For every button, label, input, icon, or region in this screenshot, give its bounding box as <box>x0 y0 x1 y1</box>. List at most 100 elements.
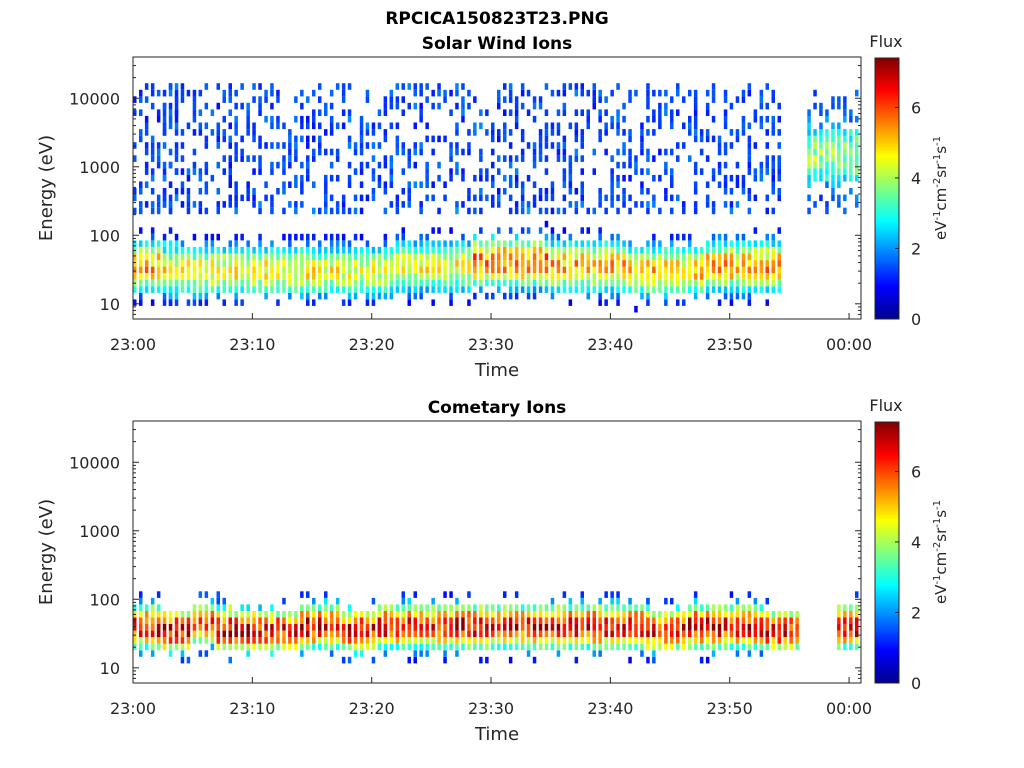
heatmap-cell <box>401 109 405 116</box>
heatmap-cell <box>789 611 793 618</box>
heatmap-cell <box>377 174 382 182</box>
heatmap-cell <box>837 161 841 169</box>
heatmap-cell <box>198 286 203 293</box>
heatmap-cell <box>514 201 519 208</box>
heatmap-cell <box>479 624 483 631</box>
heatmap-cell <box>413 292 417 300</box>
heatmap-cell <box>544 142 549 149</box>
heatmap-cell <box>264 253 268 261</box>
heatmap-cell <box>705 292 710 300</box>
heatmap-cell <box>449 591 453 598</box>
heatmap-cell <box>622 604 626 611</box>
heatmap-cell <box>729 246 734 254</box>
heatmap-cell <box>407 637 411 644</box>
heatmap-cell <box>568 260 573 267</box>
heatmap-cell <box>324 643 328 651</box>
heatmap-cell <box>324 292 328 300</box>
heatmap-cell <box>676 260 680 267</box>
heatmap-cell <box>198 201 203 208</box>
heatmap-cell <box>693 266 698 274</box>
heatmap-cell <box>658 643 662 651</box>
heatmap-cell <box>133 299 137 306</box>
heatmap-cell <box>419 617 423 624</box>
heatmap-cell <box>150 174 155 182</box>
heatmap-cell <box>562 604 567 611</box>
heatmap-cell <box>658 279 662 287</box>
heatmap-cell <box>622 617 626 624</box>
heatmap-cell <box>335 266 340 274</box>
heatmap-cell <box>288 135 292 143</box>
heatmap-cell <box>759 637 764 644</box>
heatmap-cell <box>640 129 644 136</box>
heatmap-cell <box>652 174 656 182</box>
heatmap-cell <box>699 279 704 287</box>
heatmap-cell <box>222 279 226 287</box>
heatmap-cell <box>503 96 507 103</box>
heatmap-cell <box>150 240 155 247</box>
heatmap-cell <box>491 148 495 156</box>
heatmap-cell <box>186 201 191 208</box>
heatmap-cell <box>437 611 441 618</box>
heatmap-cell <box>383 233 388 241</box>
heatmap-cell <box>771 96 775 103</box>
heatmap-cell <box>520 273 525 280</box>
heatmap-cell <box>359 168 364 175</box>
heatmap-cell <box>699 630 704 638</box>
heatmap-cell <box>741 266 746 274</box>
heatmap-cell <box>538 624 543 631</box>
heatmap-cell <box>497 630 501 638</box>
heatmap-cell <box>705 260 710 267</box>
heatmap-cell <box>485 630 489 638</box>
heatmap-cell <box>693 181 698 188</box>
heatmap-cell <box>849 174 853 182</box>
heatmap-cell <box>532 181 537 188</box>
heatmap-cell <box>711 174 716 182</box>
heatmap-cell <box>389 168 394 175</box>
heatmap-cell <box>133 260 137 267</box>
heatmap-cell <box>246 181 250 188</box>
heatmap-cell <box>389 643 394 651</box>
heatmap-cell <box>473 129 477 136</box>
heatmap-cell <box>234 115 238 123</box>
heatmap-cell <box>485 611 489 618</box>
heatmap-cell <box>777 266 781 274</box>
heatmap-cell <box>580 240 584 247</box>
heatmap-cell <box>192 102 197 110</box>
heatmap-cell <box>401 148 405 156</box>
heatmap-cell <box>837 102 841 110</box>
heatmap-cell <box>622 624 626 631</box>
heatmap-cell <box>156 155 161 162</box>
heatmap-cell <box>240 135 244 143</box>
heatmap-cell <box>497 188 501 195</box>
heatmap-cell <box>258 155 262 162</box>
heatmap-cell <box>258 246 262 254</box>
heatmap-cell <box>222 168 226 175</box>
heatmap-cell <box>705 604 710 611</box>
heatmap-cell <box>371 611 376 618</box>
heatmap-cell <box>753 253 758 261</box>
heatmap-cell <box>544 155 549 162</box>
heatmap-cell <box>574 617 579 624</box>
heatmap-cell <box>610 181 614 188</box>
heatmap-cell <box>789 637 793 644</box>
heatmap-cell <box>693 611 698 618</box>
heatmap-cell <box>144 201 149 208</box>
heatmap-cell <box>598 194 602 202</box>
heatmap-cell <box>622 142 626 149</box>
heatmap-cell <box>676 83 680 90</box>
heatmap-cell <box>371 617 376 624</box>
heatmap-cell <box>228 240 232 247</box>
heatmap-cell <box>162 129 167 136</box>
heatmap-cell <box>538 273 543 280</box>
heatmap-cell <box>479 279 483 287</box>
heatmap-cell <box>431 240 435 247</box>
heatmap-cell <box>133 240 137 247</box>
heatmap-cell <box>335 637 340 644</box>
heatmap-cell <box>508 260 513 267</box>
heatmap-cell <box>329 643 334 651</box>
heatmap-cell <box>282 253 286 261</box>
heatmap-cell <box>168 273 173 280</box>
heatmap-cell <box>747 637 752 644</box>
heatmap-cell <box>258 168 262 175</box>
heatmap-cell <box>294 611 298 618</box>
